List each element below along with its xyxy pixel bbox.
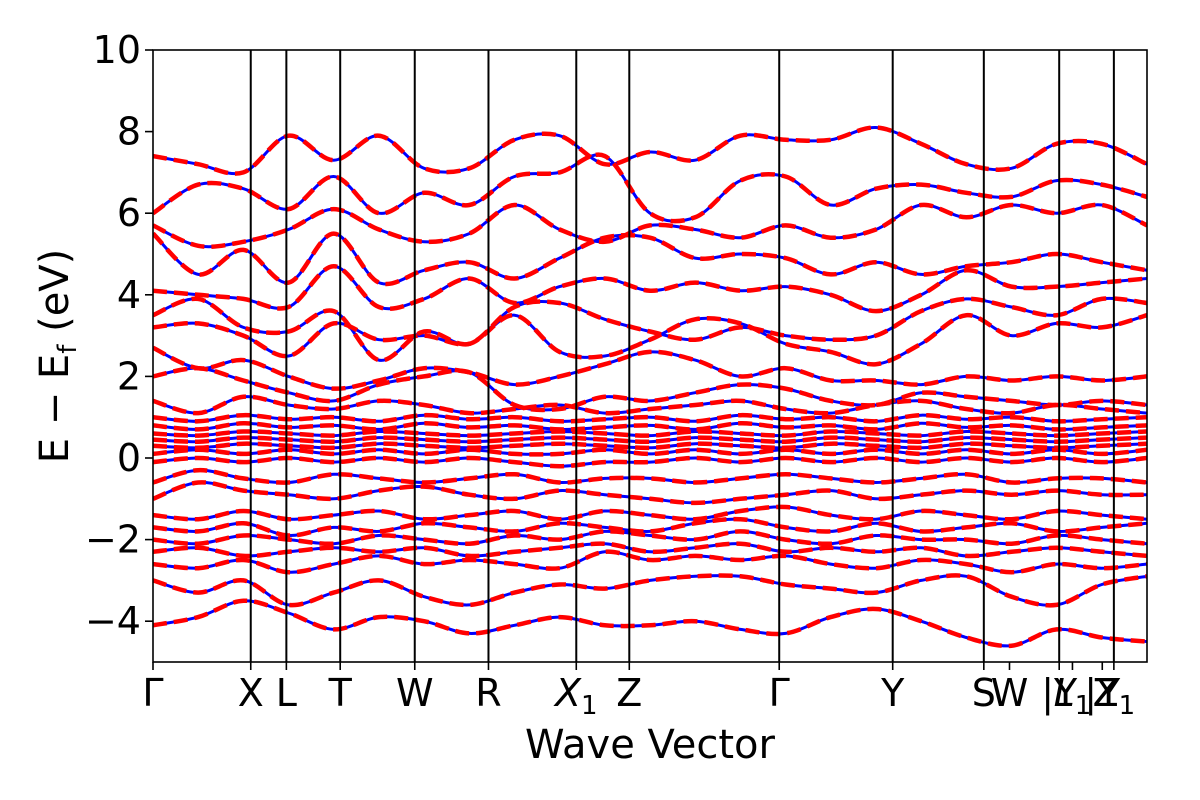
band-line-red-14 xyxy=(153,421,1147,432)
x-tick-label: Z1 xyxy=(1093,671,1136,721)
band-line-red-21 xyxy=(153,263,1147,314)
x-axis-label: Wave Vector xyxy=(525,722,776,768)
y-axis-label-unit: (eV) xyxy=(32,249,78,345)
y-tick-label: 6 xyxy=(117,191,141,235)
band-line-red-7 xyxy=(153,480,1147,506)
x-tick-label: R xyxy=(475,671,501,715)
x-tick-label: Γ xyxy=(142,671,163,715)
band-line-red-20 xyxy=(153,296,1147,363)
y-axis-label-sub: f xyxy=(53,344,83,354)
y-tick-label: −4 xyxy=(85,599,141,643)
x-tick-label: |Y xyxy=(1084,671,1121,716)
band-line-red-23 xyxy=(153,202,1147,249)
x-tick-label: |Y xyxy=(1041,671,1078,716)
x-tick-label: Z xyxy=(616,671,642,715)
band-line-red-18 xyxy=(153,345,1147,391)
band-line-red-9 xyxy=(153,455,1147,469)
band-line-red-6 xyxy=(153,504,1147,522)
plot-frame xyxy=(152,49,1148,663)
y-axis-label: E − Ef (eV) xyxy=(32,249,83,464)
band-line-red-5 xyxy=(153,516,1147,538)
band-line-red-8 xyxy=(153,467,1147,485)
band-line-blue-22 xyxy=(153,232,1147,286)
x-tick-label: W xyxy=(991,671,1029,715)
band-line-blue-17 xyxy=(153,366,1147,412)
band-line-red-17 xyxy=(153,365,1147,413)
band-line-red-22 xyxy=(153,231,1147,287)
band-line-red-13 xyxy=(153,429,1147,438)
band-line-red-24 xyxy=(153,152,1147,224)
high-symmetry-lines xyxy=(249,50,1115,662)
x-tick-label: X1 xyxy=(553,671,598,721)
band-line-red-12 xyxy=(153,435,1147,444)
y-tick-label: −2 xyxy=(85,518,141,562)
y-tick-label: 0 xyxy=(117,436,141,480)
x-tick-label: Γ xyxy=(769,671,790,715)
band-line-red-3 xyxy=(153,541,1147,559)
x-axis-ticks: Γ X L T W R X1 Z Γ Y SW |YL1|YZ1 xyxy=(142,662,1135,721)
x-tick-label: L1 xyxy=(1054,671,1092,721)
x-tick-label: W xyxy=(396,671,434,715)
y-tick-label: 4 xyxy=(117,273,141,317)
band-line-red-0 xyxy=(153,598,1147,649)
band-line-blue-24 xyxy=(153,153,1147,223)
band-line-red-11 xyxy=(153,441,1147,451)
red-band-series xyxy=(153,125,1147,649)
x-tick-label: S xyxy=(972,671,996,715)
x-tick-label: T xyxy=(328,671,353,715)
y-tick-label: 8 xyxy=(117,110,141,154)
y-tick-label: 10 xyxy=(93,28,141,72)
x-tick-label: Y xyxy=(880,671,905,715)
y-tick-label: 2 xyxy=(117,354,141,398)
band-line-red-16 xyxy=(153,394,1147,416)
blue-band-series xyxy=(153,125,1147,648)
y-axis-ticks: −4 −2 0 2 4 6 8 10 xyxy=(85,28,153,643)
x-tick-label: L xyxy=(276,671,297,715)
band-line-red-2 xyxy=(153,549,1147,575)
band-line-red-10 xyxy=(153,447,1147,457)
band-line-red-25 xyxy=(153,125,1147,176)
band-line-red-1 xyxy=(153,573,1147,608)
x-tick-label: X xyxy=(238,671,264,715)
band-line-red-15 xyxy=(153,412,1147,424)
y-axis-label-main: E − E xyxy=(32,354,78,464)
band-line-red-19 xyxy=(153,312,1147,367)
band-line-red-4 xyxy=(153,529,1147,547)
